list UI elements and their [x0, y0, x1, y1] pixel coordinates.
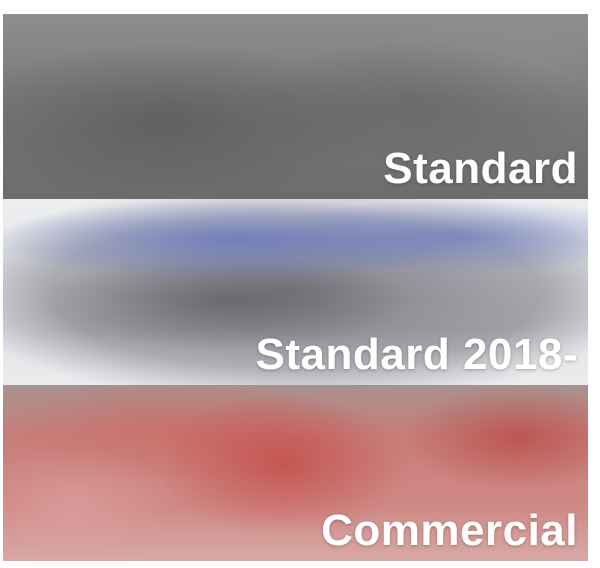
option-commercial[interactable]: Commercial: [3, 385, 588, 561]
option-standard-2018-label: Standard 2018-: [255, 330, 578, 379]
option-standard-label: Standard: [383, 144, 578, 193]
option-standard[interactable]: Standard: [3, 14, 588, 199]
option-standard-image: [3, 14, 588, 199]
option-standard-2018[interactable]: Standard 2018-: [3, 199, 588, 385]
option-standard-2018-image: [3, 199, 588, 385]
option-commercial-image: [3, 385, 588, 561]
option-commercial-label: Commercial: [321, 506, 578, 555]
